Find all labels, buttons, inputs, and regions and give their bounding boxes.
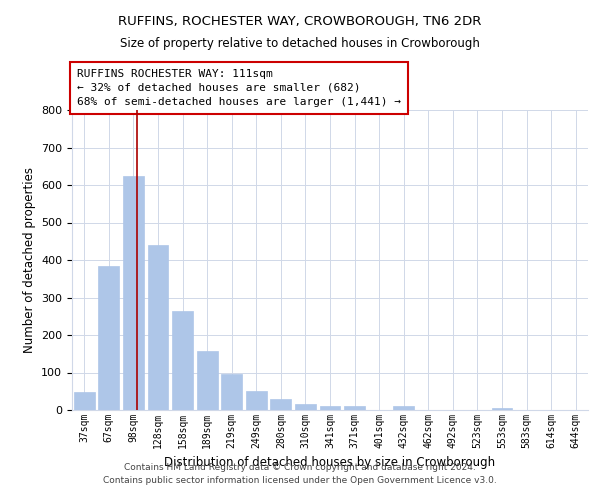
- Y-axis label: Number of detached properties: Number of detached properties: [23, 167, 35, 353]
- Bar: [98, 266, 119, 410]
- Bar: [246, 391, 267, 410]
- Bar: [148, 245, 169, 410]
- Text: Contains HM Land Registry data © Crown copyright and database right 2024.
Contai: Contains HM Land Registry data © Crown c…: [103, 464, 497, 485]
- Bar: [344, 406, 365, 410]
- Bar: [197, 351, 218, 410]
- X-axis label: Distribution of detached houses by size in Crowborough: Distribution of detached houses by size …: [164, 456, 496, 469]
- Text: RUFFINS, ROCHESTER WAY, CROWBOROUGH, TN6 2DR: RUFFINS, ROCHESTER WAY, CROWBOROUGH, TN6…: [118, 15, 482, 28]
- Bar: [123, 176, 144, 410]
- Bar: [74, 392, 95, 410]
- Text: Size of property relative to detached houses in Crowborough: Size of property relative to detached ho…: [120, 38, 480, 51]
- Bar: [172, 310, 193, 410]
- Text: RUFFINS ROCHESTER WAY: 111sqm
← 32% of detached houses are smaller (682)
68% of : RUFFINS ROCHESTER WAY: 111sqm ← 32% of d…: [77, 69, 401, 107]
- Bar: [221, 374, 242, 410]
- Bar: [393, 406, 414, 410]
- Bar: [271, 399, 292, 410]
- Bar: [320, 406, 340, 410]
- Bar: [491, 408, 512, 410]
- Bar: [295, 404, 316, 410]
